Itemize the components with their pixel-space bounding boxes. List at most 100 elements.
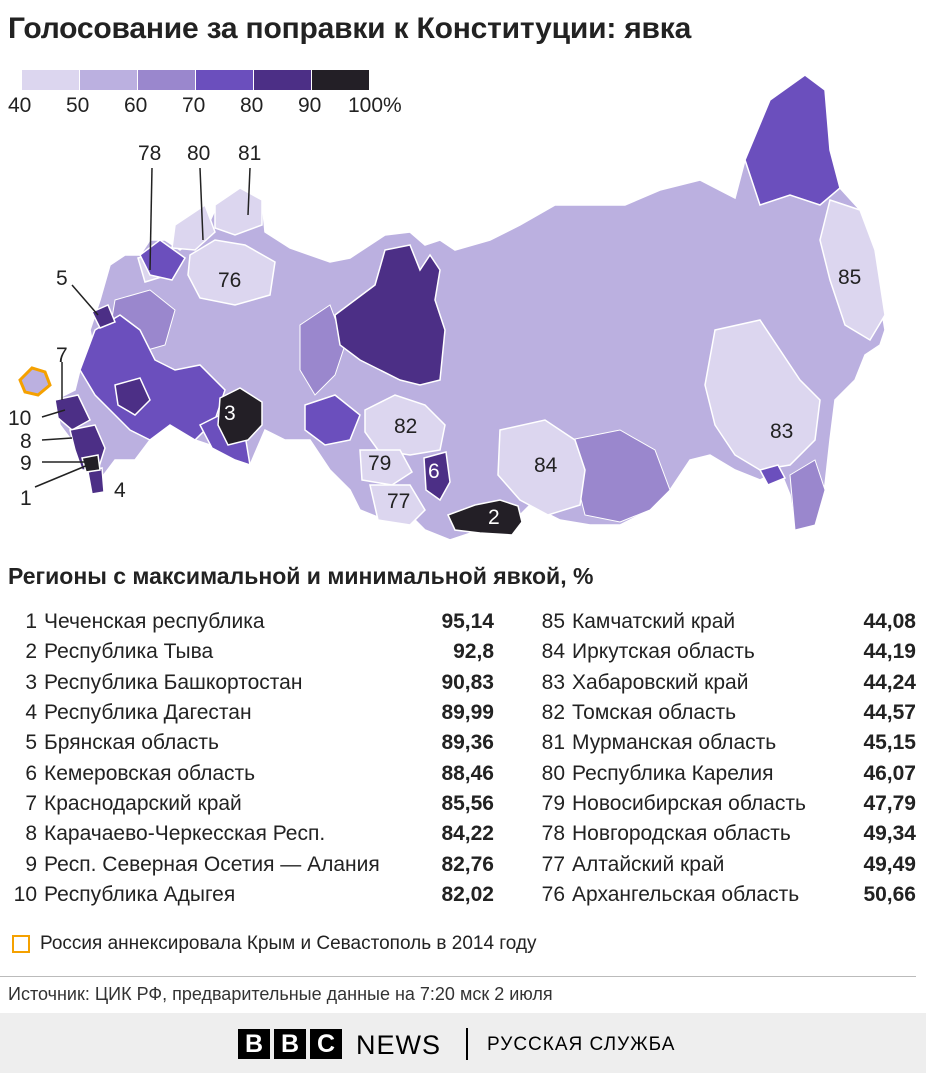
region-name: Республика Тыва: [44, 640, 214, 664]
table-row: 7 Краснодарский край 85,56: [8, 789, 494, 819]
map-label-80: 80: [187, 142, 210, 165]
turnout-value: 49,34: [863, 822, 916, 846]
table-row: 76 Архангельская область 50,66: [534, 880, 916, 910]
crimea-annexed-region: [18, 366, 52, 397]
region-6-kemerovo: [423, 451, 451, 502]
footer-separator: [466, 1028, 468, 1060]
bottom-turnout-table: 85 Камчатский край 44,08 84 Иркутская облас…: [534, 607, 916, 910]
turnout-value: 49,49: [863, 852, 916, 876]
rank-number: 84: [541, 640, 565, 664]
region-81-murmansk: [214, 187, 263, 236]
map-label-6: 6: [428, 460, 440, 483]
table-row: 77 Алтайский край 49,49: [534, 849, 916, 879]
russia-turnout-map: 78 80 81 76 85 5 7 10 8 9 1 4 3 82 79 6 …: [8, 74, 886, 541]
table-row: 4 Республика Дагестан 89,99: [8, 698, 494, 728]
table-row: 82 Томская область 44,57: [534, 698, 916, 728]
rank-number: 85: [541, 610, 565, 634]
rank-number: 76: [541, 882, 565, 906]
crimea-legend-swatch: [12, 935, 30, 953]
turnout-value: 95,14: [441, 610, 494, 634]
table-row: 85 Камчатский край 44,08: [534, 607, 916, 637]
rank-number: 9: [25, 852, 37, 876]
region-name: Карачаево-Черкесская Респ.: [44, 822, 326, 846]
map-label-7: 7: [56, 344, 68, 367]
map-label-78: 78: [138, 142, 161, 165]
rank-number: 7: [25, 791, 37, 815]
table-row: 5 Брянская область 89,36: [8, 728, 494, 758]
legend-tick: 90: [298, 94, 322, 117]
legend-tick: 50: [66, 94, 90, 117]
bbc-logo-block: B: [238, 1029, 270, 1059]
region-shade-60-70: [789, 459, 826, 531]
region-83-khabarovsk: [704, 319, 821, 471]
table-row: 9 Респ. Северная Осетия — Алания 82,76: [8, 849, 494, 879]
legend-swatch-90-100: [312, 70, 369, 90]
table-row: 84 Иркутская область 44,19: [534, 637, 916, 667]
map-label-85: 85: [838, 266, 861, 289]
rank-number: 5: [25, 731, 37, 755]
leader-line-81: [247, 167, 251, 216]
turnout-value: 82,76: [441, 852, 494, 876]
rank-number: 82: [541, 701, 565, 725]
chart-title: Голосование за поправки к Конституции: я…: [8, 12, 692, 45]
table-row: 2 Республика Тыва 92,8: [8, 637, 494, 667]
rank-number: 8: [25, 822, 37, 846]
map-label-1: 1: [20, 487, 32, 510]
turnout-value: 90,83: [441, 670, 494, 694]
bbc-logo-block: C: [310, 1029, 342, 1059]
legend-tick-labels: 40 50 60 70 80 90 100%: [8, 90, 428, 118]
region-7-krasnodar: [54, 394, 91, 431]
legend-tick: 70: [182, 94, 206, 117]
map-label-8: 8: [20, 430, 32, 453]
service-name: РУССКАЯ СЛУЖБА: [487, 1034, 676, 1055]
map-label-76: 76: [218, 269, 241, 292]
table-row: 3 Республика Башкортостан 90,83: [8, 668, 494, 698]
bbc-logo: B B C: [238, 1029, 346, 1059]
leader-line-80: [199, 167, 204, 241]
rank-number: 79: [541, 791, 565, 815]
region-name: Чеченская республика: [44, 610, 265, 634]
map-label-3: 3: [224, 402, 236, 425]
legend-tick: 80: [240, 94, 264, 117]
map-label-77: 77: [387, 490, 410, 513]
region-shade-80-90-centre: [114, 377, 151, 416]
region-5-bryansk: [90, 304, 116, 329]
turnout-value: 44,24: [863, 670, 916, 694]
rank-number: 81: [541, 731, 565, 755]
turnout-value: 45,15: [863, 731, 916, 755]
footer: B B C NEWS РУССКАЯ СЛУЖБА: [0, 1013, 926, 1073]
region-name: Кемеровская область: [44, 761, 256, 785]
rank-number: 4: [25, 701, 37, 725]
region-shade-60-70: [299, 304, 346, 396]
map-label-10: 10: [8, 407, 31, 430]
crimea-note-text: Россия аннексировала Крым и Севастополь …: [40, 933, 537, 954]
region-1-chechnya: [81, 454, 101, 473]
turnout-value: 50,66: [863, 882, 916, 906]
leader-line-5: [71, 284, 99, 316]
rank-number: 2: [25, 640, 37, 664]
table-row: 81 Мурманская область 45,15: [534, 728, 916, 758]
map-label-9: 9: [20, 452, 32, 475]
leader-line-8: [41, 437, 73, 441]
turnout-value: 82,02: [441, 882, 494, 906]
map-label-83: 83: [770, 420, 793, 443]
region-name: Алтайский край: [572, 852, 725, 876]
legend-swatch-70-80: [196, 70, 253, 90]
table-row: 1 Чеченская республика 95,14: [8, 607, 494, 637]
turnout-value: 88,46: [441, 761, 494, 785]
crimea-note: Россия аннексировала Крым и Севастополь …: [12, 933, 537, 955]
region-shade-70-80: [744, 74, 841, 206]
table-row: 79 Новосибирская область 47,79: [534, 789, 916, 819]
legend-tick: 100%: [348, 94, 402, 117]
region-85-kamchatka: [819, 199, 886, 342]
region-name: Новосибирская область: [572, 791, 806, 815]
region-3-bashkortostan: [217, 387, 263, 446]
region-80-karelia: [171, 203, 216, 251]
table-heading: Регионы с максимальной и минимальной явк…: [8, 563, 594, 589]
region-name: Респ. Северная Осетия — Алания: [44, 852, 380, 876]
leader-lines: [34, 167, 251, 488]
table-row: 83 Хабаровский край 44,24: [534, 668, 916, 698]
region-name: Республика Карелия: [572, 761, 774, 785]
turnout-value: 44,19: [863, 640, 916, 664]
rank-number: 83: [541, 670, 565, 694]
